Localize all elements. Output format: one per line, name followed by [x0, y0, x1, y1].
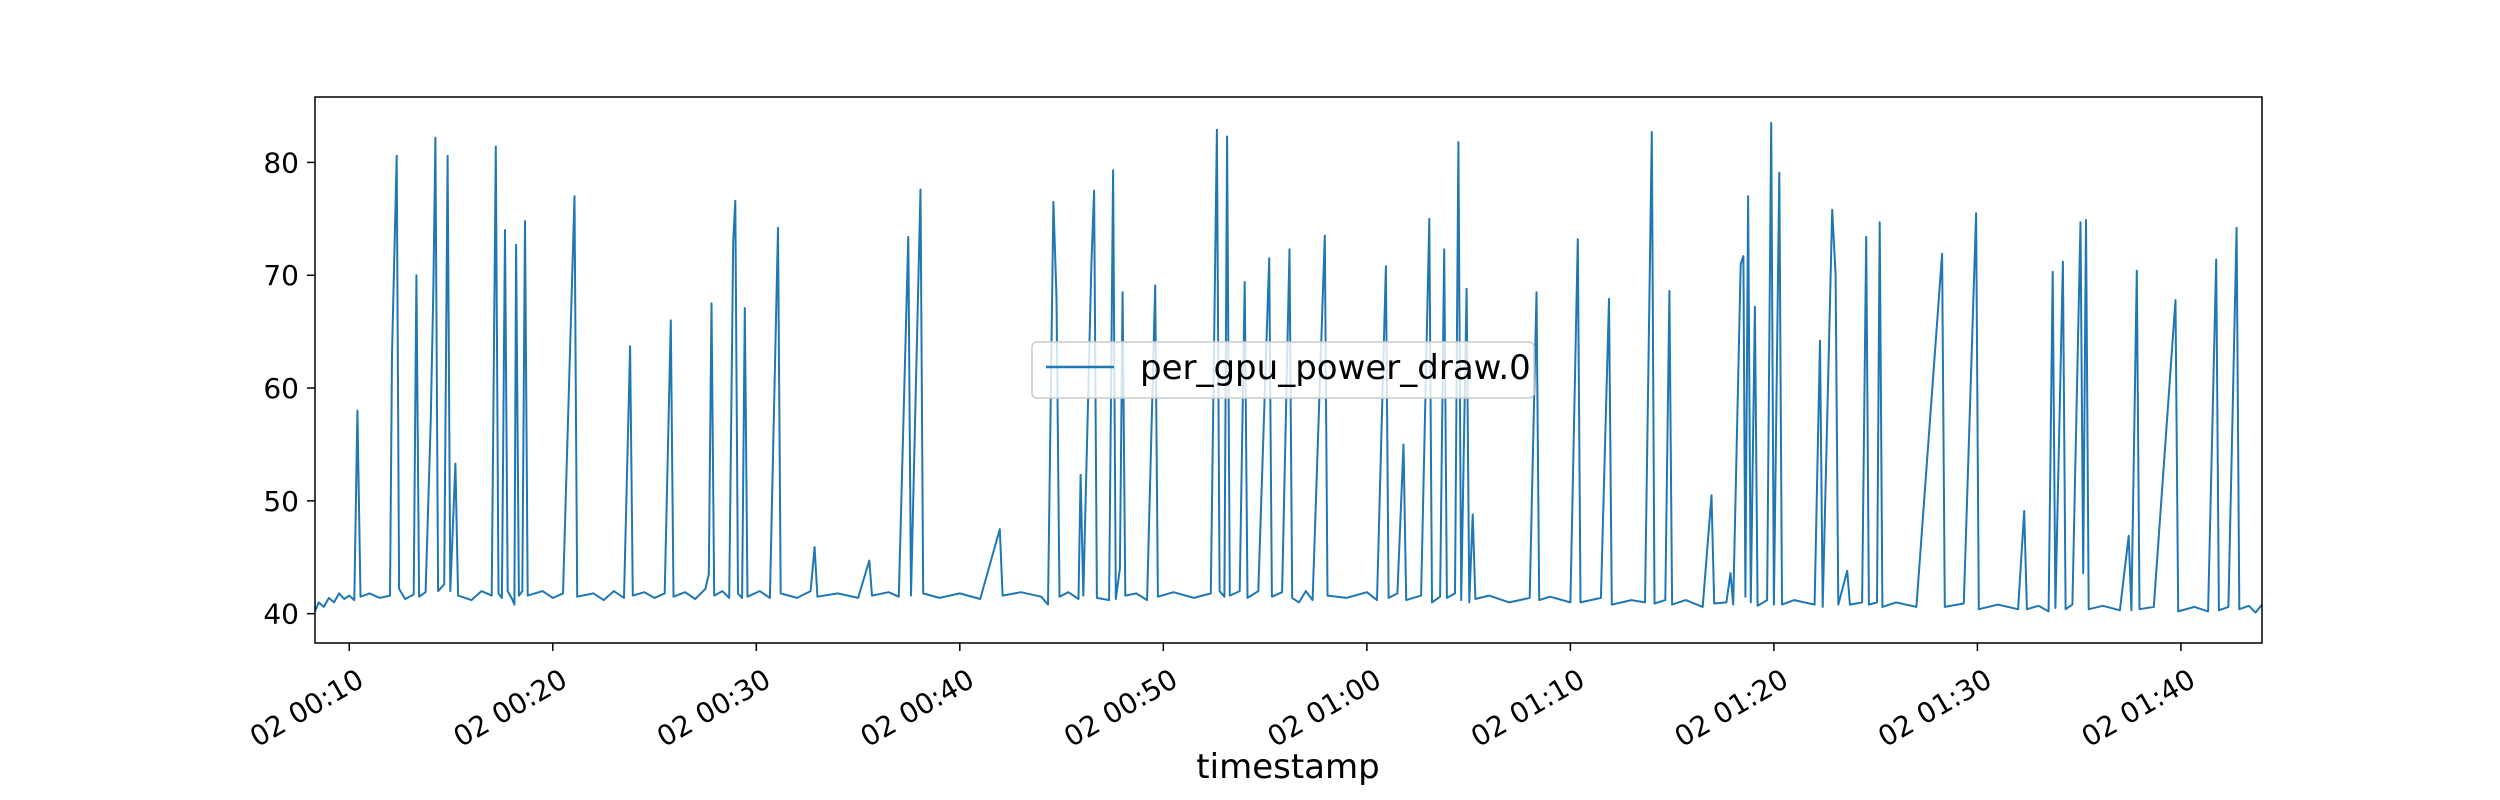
legend-label: per_gpu_power_draw.0 [1140, 348, 1531, 388]
x-tick-label: 02 00:50 [1058, 662, 1183, 753]
plot-frame [314, 96, 2263, 644]
y-tick-label: 50 [263, 485, 299, 518]
x-axis-title: timestamp [1196, 747, 1379, 787]
x-tick-label: 02 01:40 [2076, 662, 2201, 753]
x-tick-label: 02 01:20 [1669, 662, 1794, 753]
x-tick-label: 02 00:40 [855, 662, 980, 753]
legend: per_gpu_power_draw.0 [1031, 341, 1535, 399]
x-tick-label: 02 00:20 [448, 662, 573, 753]
x-tick-label: 02 00:10 [244, 662, 369, 753]
y-tick-label: 60 [263, 372, 299, 405]
legend-box [1031, 341, 1535, 399]
y-axis: 40 50 60 70 80 [263, 146, 315, 631]
y-tick-label: 80 [263, 146, 299, 179]
y-tick-label: 40 [263, 598, 299, 631]
x-tick-label: 02 01:30 [1872, 662, 1997, 753]
x-axis: 02 00:10 02 00:20 02 00:30 02 00:40 02 00:50… [244, 643, 2201, 754]
x-tick-label: 02 01:00 [1262, 662, 1387, 753]
x-tick-label: 02 00:30 [651, 662, 776, 753]
x-tick-label: 02 01:10 [1465, 662, 1590, 753]
y-tick-label: 70 [263, 259, 299, 292]
